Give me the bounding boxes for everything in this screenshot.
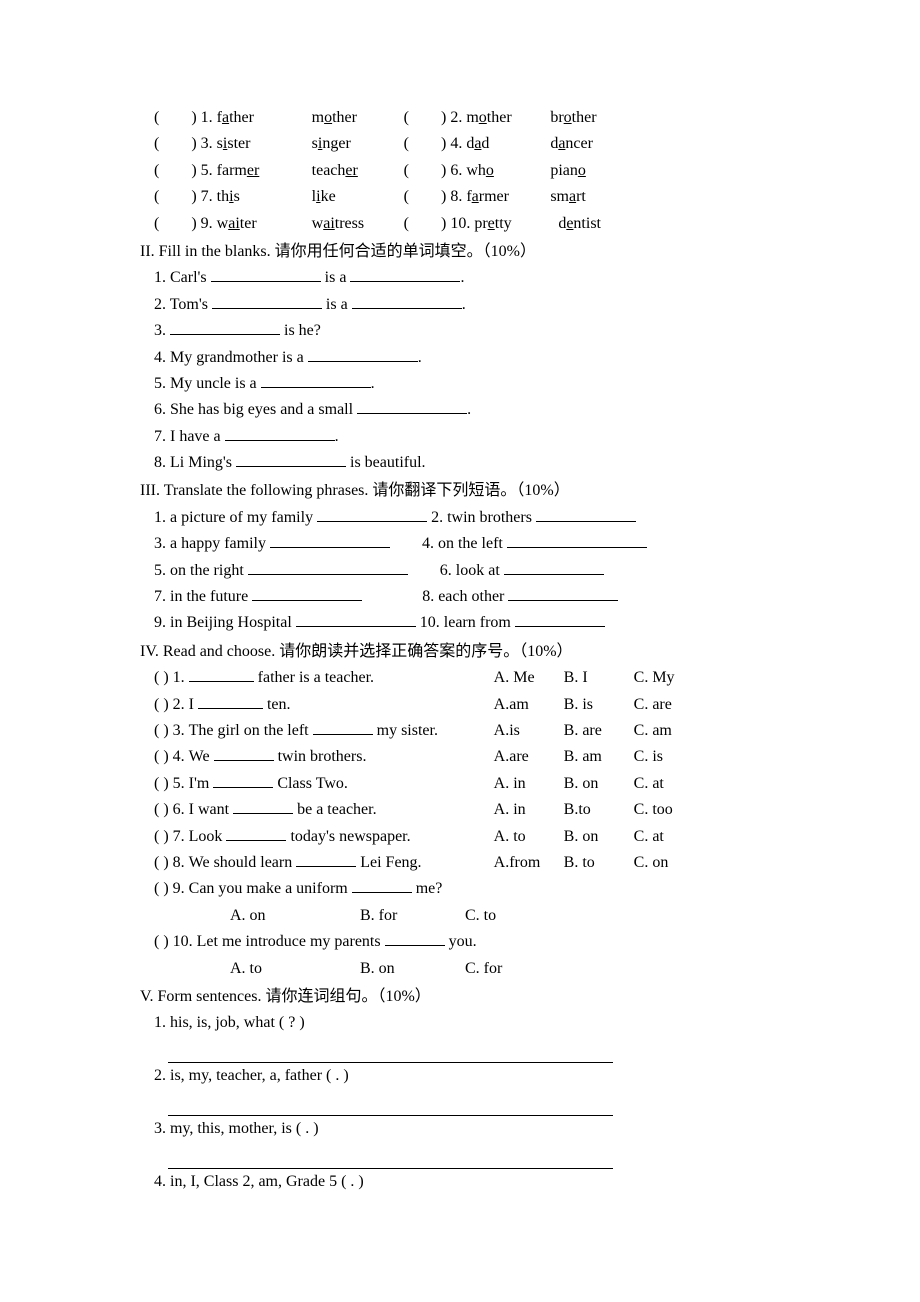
s2-q5: 5. My uncle is a . [140,371,780,397]
section-4-questions: ( ) 1. father is a teacher.A. MeB. IC. M… [140,665,780,982]
s3-r4: 7. in the future 8. each other [140,584,780,610]
section-2-title: II. Fill in the blanks. 请你用任何合适的单词填空。（10… [140,239,780,265]
s2-q3: 3. is he? [140,318,780,344]
s4-q3: ( ) 3. The girl on the left my sister.A.… [140,718,780,744]
s3-r3: 5. on the right 6. look at [140,558,780,584]
s5-line1 [140,1037,780,1063]
s1-row: ( ) 1. fathermother( ) 2. motherbrother [140,105,780,131]
section-4-title: IV. Read and choose. 请你朗读并选择正确答案的序号。（10%… [140,639,780,665]
s5-line2 [140,1089,780,1115]
s4-q2: ( ) 2. I ten.A.amB. isC. are [140,692,780,718]
s2-q6: 6. She has big eyes and a small . [140,397,780,423]
s4-q1: ( ) 1. father is a teacher.A. MeB. IC. M… [140,665,780,691]
s5-q3: 3. my, this, mother, is ( . ) [140,1116,780,1142]
s4-q10: ( ) 10. Let me introduce my parents you. [140,929,780,955]
s1-row: ( ) 5. farmerteacher( ) 6. whopiano [140,158,780,184]
s1-row: ( ) 9. waiterwaitress( ) 10. prettydenti… [140,211,780,237]
section-1: ( ) 1. fathermother( ) 2. motherbrother(… [140,105,780,237]
s3-r1: 1. a picture of my family 2. twin brothe… [140,505,780,531]
s3-r2: 3. a happy family 4. on the left [140,531,780,557]
s5-q4: 4. in, I, Class 2, am, Grade 5 ( . ) [140,1169,780,1195]
s5-q1: 1. his, is, job, what ( ? ) [140,1010,780,1036]
s4-q4: ( ) 4. We twin brothers.A.areB. amC. is [140,744,780,770]
s5-q2: 2. is, my, teacher, a, father ( . ) [140,1063,780,1089]
s2-q7: 7. I have a . [140,424,780,450]
s4-q6: ( ) 6. I want be a teacher.A. inB.toC. t… [140,797,780,823]
s1-row: ( ) 7. thislike( ) 8. farmersmart [140,184,780,210]
s2-q4: 4. My grandmother is a . [140,345,780,371]
s4-q7: ( ) 7. Look today's newspaper.A. toB. on… [140,824,780,850]
s4-q10-opts: A. toB. onC. for [140,956,780,982]
s4-q9: ( ) 9. Can you make a uniform me? [140,876,780,902]
section-3-title: III. Translate the following phrases. 请你… [140,478,780,504]
s2-q8: 8. Li Ming's is beautiful. [140,450,780,476]
s4-q9-opts: A. onB. forC. to [140,903,780,929]
s5-line3 [140,1142,780,1168]
s4-q8: ( ) 8. We should learn Lei Feng.A.fromB.… [140,850,780,876]
s2-q1: 1. Carl's is a . [140,265,780,291]
s1-row: ( ) 3. sistersinger( ) 4. daddancer [140,131,780,157]
s4-q5: ( ) 5. I'm Class Two.A. inB. onC. at [140,771,780,797]
s3-r5: 9. in Beijing Hospital 10. learn from [140,610,780,636]
section-5-title: V. Form sentences. 请你连词组句。（10%） [140,984,780,1010]
s2-q2: 2. Tom's is a . [140,292,780,318]
